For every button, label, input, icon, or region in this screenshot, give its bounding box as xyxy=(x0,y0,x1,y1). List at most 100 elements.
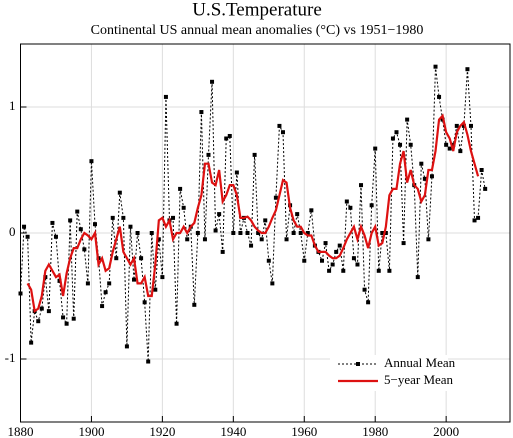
legend-marker xyxy=(356,362,360,366)
data-point xyxy=(327,268,332,273)
data-point xyxy=(472,218,477,223)
data-point xyxy=(419,161,424,166)
data-point xyxy=(252,152,257,157)
data-point xyxy=(210,79,215,84)
data-point xyxy=(103,290,108,295)
data-point xyxy=(234,170,239,175)
data-point xyxy=(309,208,314,213)
data-point xyxy=(135,231,140,235)
data-point xyxy=(355,262,360,267)
data-point xyxy=(454,123,459,128)
data-point xyxy=(171,215,176,220)
data-point xyxy=(405,117,410,122)
data-point xyxy=(36,319,41,324)
data-point xyxy=(78,227,83,232)
data-point xyxy=(359,183,364,188)
data-point xyxy=(305,231,310,235)
data-point xyxy=(29,340,34,345)
data-point xyxy=(330,262,335,267)
data-point xyxy=(334,249,339,254)
data-point xyxy=(92,222,97,227)
data-point xyxy=(387,268,392,273)
data-point xyxy=(280,130,285,135)
data-point xyxy=(256,231,261,235)
data-point xyxy=(163,94,168,99)
data-point xyxy=(39,306,44,311)
x-tick-label: 1940 xyxy=(220,424,246,438)
x-tick-label: 1880 xyxy=(8,424,34,438)
data-point xyxy=(479,168,484,172)
data-point xyxy=(192,302,197,307)
data-point xyxy=(195,231,200,235)
data-point xyxy=(351,256,356,261)
data-point xyxy=(227,133,232,138)
data-point xyxy=(149,231,154,235)
data-point xyxy=(291,231,296,235)
data-point xyxy=(398,142,403,147)
data-point xyxy=(121,215,126,220)
data-point xyxy=(362,287,367,292)
data-point xyxy=(142,300,147,305)
data-point xyxy=(18,291,23,296)
data-point xyxy=(160,275,165,280)
data-point xyxy=(295,212,300,217)
data-point xyxy=(217,212,222,217)
x-tick-label: 1960 xyxy=(291,424,317,438)
data-point xyxy=(465,67,470,72)
data-point xyxy=(483,186,488,191)
data-point xyxy=(266,258,271,263)
data-point xyxy=(178,186,183,191)
data-point xyxy=(124,344,129,349)
data-point xyxy=(89,159,94,164)
x-tick-label: 1980 xyxy=(362,424,388,438)
series-line xyxy=(26,113,480,314)
data-point xyxy=(337,243,342,248)
data-point xyxy=(302,258,307,263)
x-tick-label: 1900 xyxy=(78,424,104,438)
data-point xyxy=(284,237,289,242)
data-point xyxy=(344,199,349,204)
data-point xyxy=(114,256,119,261)
chart-title: U.S.Temperature xyxy=(192,0,322,20)
data-point xyxy=(273,195,278,200)
data-point xyxy=(476,215,481,220)
data-point xyxy=(376,268,381,273)
data-point xyxy=(185,237,190,242)
data-point xyxy=(366,300,371,305)
plot-frame xyxy=(20,43,511,423)
data-point xyxy=(71,316,76,321)
data-point xyxy=(433,64,438,69)
data-point xyxy=(25,234,30,239)
data-point xyxy=(206,152,211,157)
data-point xyxy=(199,110,204,115)
x-tick-label: 2000 xyxy=(433,424,459,438)
data-point xyxy=(85,281,90,286)
y-tick-label: 1 xyxy=(9,98,16,113)
legend-label: Annual Mean xyxy=(384,355,456,370)
data-point xyxy=(369,203,374,208)
data-point xyxy=(394,130,399,135)
data-point xyxy=(320,258,325,263)
data-point xyxy=(277,123,282,128)
data-point xyxy=(422,176,427,181)
data-point xyxy=(408,142,413,147)
data-point xyxy=(139,256,144,261)
data-point xyxy=(174,321,179,326)
legend-label: 5−year Mean xyxy=(384,372,454,387)
data-point xyxy=(298,231,303,235)
legend-box xyxy=(330,355,448,391)
data-point xyxy=(348,205,353,210)
data-point xyxy=(245,231,250,235)
data-point xyxy=(426,237,431,242)
data-point xyxy=(401,241,406,246)
data-point xyxy=(156,237,161,242)
y-tick-label: 0 xyxy=(9,224,16,239)
data-point xyxy=(468,123,473,128)
x-tick-label: 1920 xyxy=(149,424,175,438)
data-point xyxy=(458,149,463,154)
data-point xyxy=(451,142,456,147)
data-point xyxy=(429,174,434,179)
data-point xyxy=(444,142,449,147)
data-point xyxy=(213,228,218,233)
